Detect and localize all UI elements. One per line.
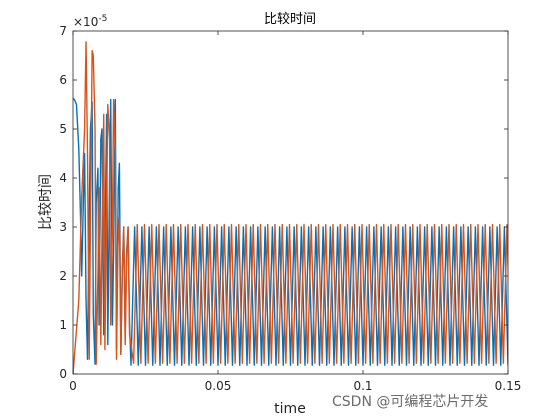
x-axis-label: time [274,401,306,417]
y-tick-label: 1 [59,318,67,332]
series-line-2 [73,41,508,374]
y-exponent-base: ×10 [73,15,98,29]
y-tick-label: 4 [59,171,67,185]
watermark: CSDN @可编程芯片开发 [332,394,489,410]
axes-box [72,30,509,375]
y-axis-label: 比较时间 [38,174,54,230]
y-tick-label: 0 [59,367,67,381]
x-tick-label: 0.05 [205,379,232,393]
y-tick-label: 7 [59,24,67,38]
x-tick-label: 0.1 [353,379,372,393]
y-tick-label: 5 [59,122,67,136]
series-layer [73,41,508,374]
chart-title: 比较时间 [264,12,316,27]
x-tick-label: 0.15 [495,379,522,393]
y-tick-label: 6 [59,73,67,87]
plot-area [73,31,508,374]
y-tick-label: 2 [59,269,67,283]
ticks-layer: 0 0.05 0.1 0.15 0 1 2 3 4 5 6 7 [59,24,521,393]
y-exponent-label: ×10-5 [73,14,107,29]
x-tick-label: 0 [69,379,77,393]
y-tick-label: 3 [59,220,67,234]
y-exponent-power: -5 [98,14,107,24]
